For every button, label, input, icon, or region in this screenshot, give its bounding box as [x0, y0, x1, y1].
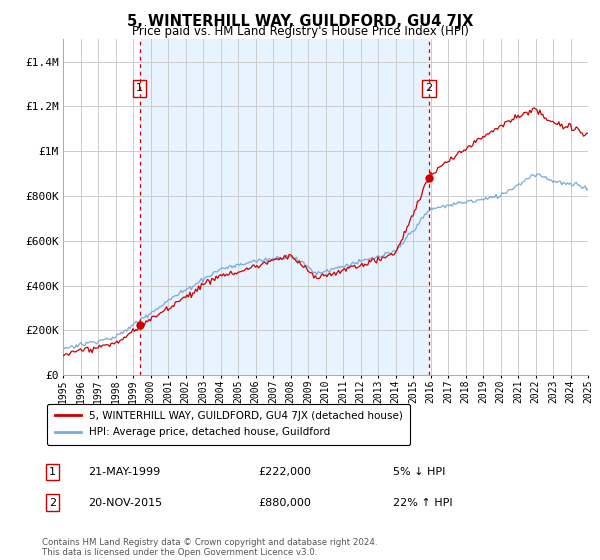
Text: 1: 1: [136, 83, 143, 94]
Text: 5, WINTERHILL WAY, GUILDFORD, GU4 7JX: 5, WINTERHILL WAY, GUILDFORD, GU4 7JX: [127, 14, 473, 29]
Text: 2: 2: [49, 498, 56, 507]
Legend: 5, WINTERHILL WAY, GUILDFORD, GU4 7JX (detached house), HPI: Average price, deta: 5, WINTERHILL WAY, GUILDFORD, GU4 7JX (d…: [47, 404, 410, 445]
Text: £222,000: £222,000: [259, 467, 312, 477]
Text: 2: 2: [425, 83, 433, 94]
Text: 20-NOV-2015: 20-NOV-2015: [88, 498, 163, 507]
Bar: [140, 39, 429, 375]
Text: £880,000: £880,000: [259, 498, 311, 507]
Text: Price paid vs. HM Land Registry's House Price Index (HPI): Price paid vs. HM Land Registry's House …: [131, 25, 469, 38]
Text: 1: 1: [49, 467, 56, 477]
Text: Contains HM Land Registry data © Crown copyright and database right 2024.
This d: Contains HM Land Registry data © Crown c…: [42, 538, 377, 557]
Text: 5% ↓ HPI: 5% ↓ HPI: [393, 467, 445, 477]
Text: 21-MAY-1999: 21-MAY-1999: [88, 467, 161, 477]
Text: 22% ↑ HPI: 22% ↑ HPI: [393, 498, 452, 507]
